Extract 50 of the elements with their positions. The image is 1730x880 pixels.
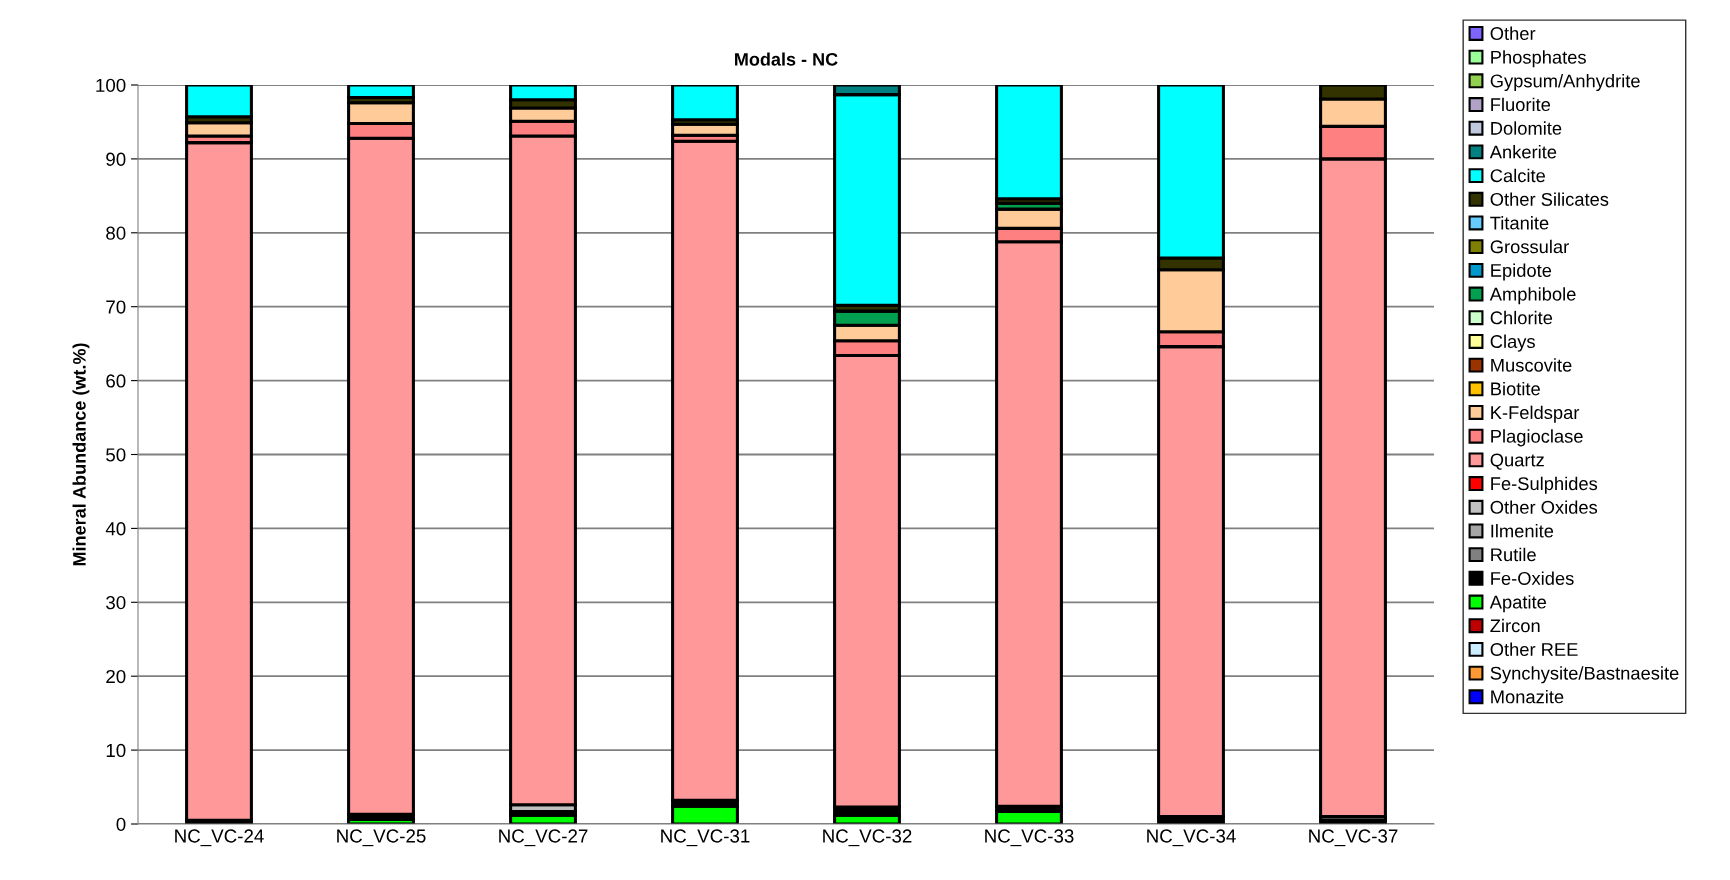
y-tick-label: 0 [116,817,126,831]
legend-label: Other [1490,26,1536,41]
x-tick-label: NC_VC-31 [661,829,750,847]
x-tick-label: NC_VC-33 [985,829,1074,847]
legend-label: Fe-Oxides [1491,571,1574,585]
legend-label: Other REE [1490,642,1578,656]
legend-label: Synchysite/Bastnaesite [1490,666,1679,684]
legend-label: Ilmenite [1491,524,1554,538]
y-tick-label: 50 [106,448,126,462]
legend-label: Fe-Sulphides [1491,476,1598,494]
chart-title: Modals - NC [735,52,838,66]
x-tick-label: NC_VC-24 [175,829,264,847]
legend-label: Apatite [1489,595,1547,613]
legend-label: Zircon [1490,618,1540,633]
legend-label: Phosphates [1491,50,1586,68]
legend-label: Calcite [1490,168,1545,183]
x-tick-label: NC_VC-25 [337,829,426,847]
y-tick-label: 70 [106,300,126,314]
legend-label: Biotite [1491,381,1540,396]
x-tick-label: NC_VC-34 [1147,829,1236,847]
legend-label: Other Oxides [1490,500,1598,514]
x-tick-label: NC_VC-32 [823,829,912,847]
y-axis-title: Mineral Abundance (wt.%) [72,343,90,566]
x-tick-label: NC_VC-37 [1309,829,1398,847]
legend-label: Plagioclase [1491,429,1583,447]
y-tick-label: 90 [106,152,126,166]
legend-label: Titanite [1490,216,1549,230]
legend-label: Epidote [1491,263,1552,281]
legend-label: Other Silicates [1490,192,1609,206]
legend-label: Ankerite [1489,145,1557,159]
y-tick-label: 60 [106,374,126,388]
legend-label: Amphibole [1489,287,1576,305]
legend-label: Monazite [1491,689,1564,704]
legend-label: Muscovite [1491,358,1572,372]
legend-label: K-Feldspar [1491,405,1580,423]
y-tick-label: 20 [106,669,126,684]
y-tick-label: 80 [106,226,126,240]
y-tick-label: 100 [96,78,126,92]
legend-label: Grossular [1490,239,1569,254]
x-tick-label: NC_VC-27 [499,829,588,847]
legend-label: Fluorite [1491,97,1551,112]
legend-label: Clays [1490,334,1535,352]
y-tick-label: 10 [106,743,126,758]
legend-label: Gypsum/Anhydrite [1490,73,1640,92]
y-tick-label: 30 [106,596,126,610]
legend-label: Rutile [1491,547,1536,562]
legend-label: Dolomite [1491,121,1562,135]
legend-label: Chlorite [1490,310,1553,325]
legend-label: Quartz [1490,453,1544,470]
y-tick-label: 40 [105,522,126,536]
